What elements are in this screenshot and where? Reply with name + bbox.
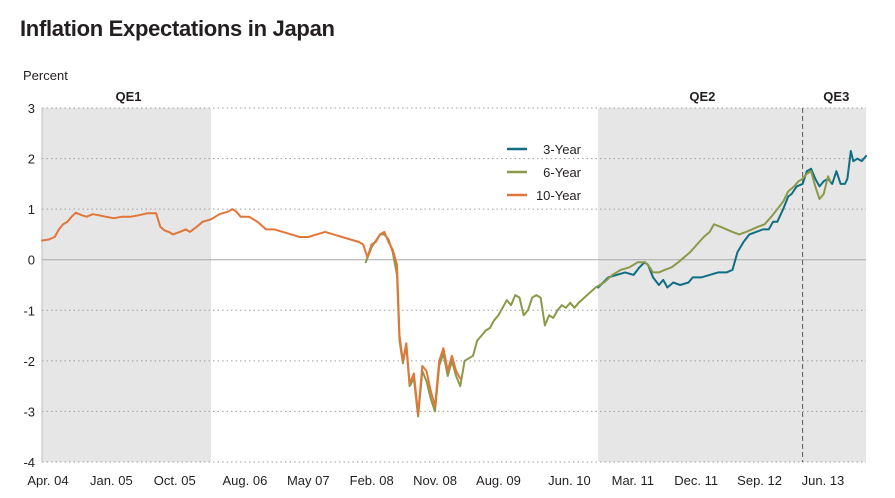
legend-label-10-year: 10-Year [536, 188, 582, 203]
y-tick-label: -1 [23, 303, 35, 318]
series-line-3-year [597, 150, 867, 289]
x-tick-label: Mar. 11 [612, 473, 654, 488]
period-label-qe2: QE2 [689, 89, 715, 104]
x-tick-label: Oct. 05 [154, 473, 196, 488]
y-tick-label: 2 [28, 152, 35, 167]
y-tick-label: -2 [23, 354, 35, 369]
shaded-period-qe1 [42, 108, 212, 462]
x-tick-label: Jan. 05 [90, 473, 133, 488]
legend-label-3-year: 3-Year [543, 142, 581, 157]
y-axis-label: Percent [23, 68, 68, 83]
x-tick-label: Nov. 08 [413, 473, 457, 488]
y-tick-label: 3 [28, 101, 35, 116]
shaded-period-qe2 [598, 108, 803, 462]
y-tick-label: 1 [28, 202, 35, 217]
x-tick-label: Jun. 13 [802, 473, 845, 488]
tick-labels: 3 2 1 0 -1 -2 -3 -4 Apr. 04 Jan. 05 Oct. 05 Aug. 06… [23, 101, 844, 488]
period-label-qe1: QE1 [116, 89, 142, 104]
legend: 3-Year 6-Year 10-Year [507, 142, 582, 203]
shaded-period-qe3 [802, 108, 866, 462]
y-tick-label: -4 [23, 455, 35, 470]
x-tick-label: Apr. 04 [27, 473, 68, 488]
x-tick-label: Dec. 11 [674, 473, 718, 488]
x-tick-label: Feb. 08 [350, 473, 394, 488]
x-tick-label: Sep. 12 [737, 473, 782, 488]
series-lines [41, 150, 867, 418]
period-label-qe3: QE3 [823, 89, 849, 104]
legend-label-6-year: 6-Year [543, 165, 581, 180]
period-labels: QE1 QE2 QE3 [116, 89, 850, 104]
zero-line-group [41, 108, 866, 462]
x-tick-label: Aug. 09 [476, 473, 521, 488]
series-line-6-year [364, 170, 832, 418]
x-tick-label: Aug. 06 [223, 473, 268, 488]
series-line-10-year [41, 208, 462, 415]
y-tick-label: -3 [23, 404, 35, 419]
shaded-periods [42, 108, 866, 462]
y-tick-label: 0 [28, 253, 35, 268]
x-tick-label: Jun. 10 [548, 473, 591, 488]
chart-title: Inflation Expectations in Japan [20, 16, 335, 41]
x-tick-label: May 07 [287, 473, 330, 488]
